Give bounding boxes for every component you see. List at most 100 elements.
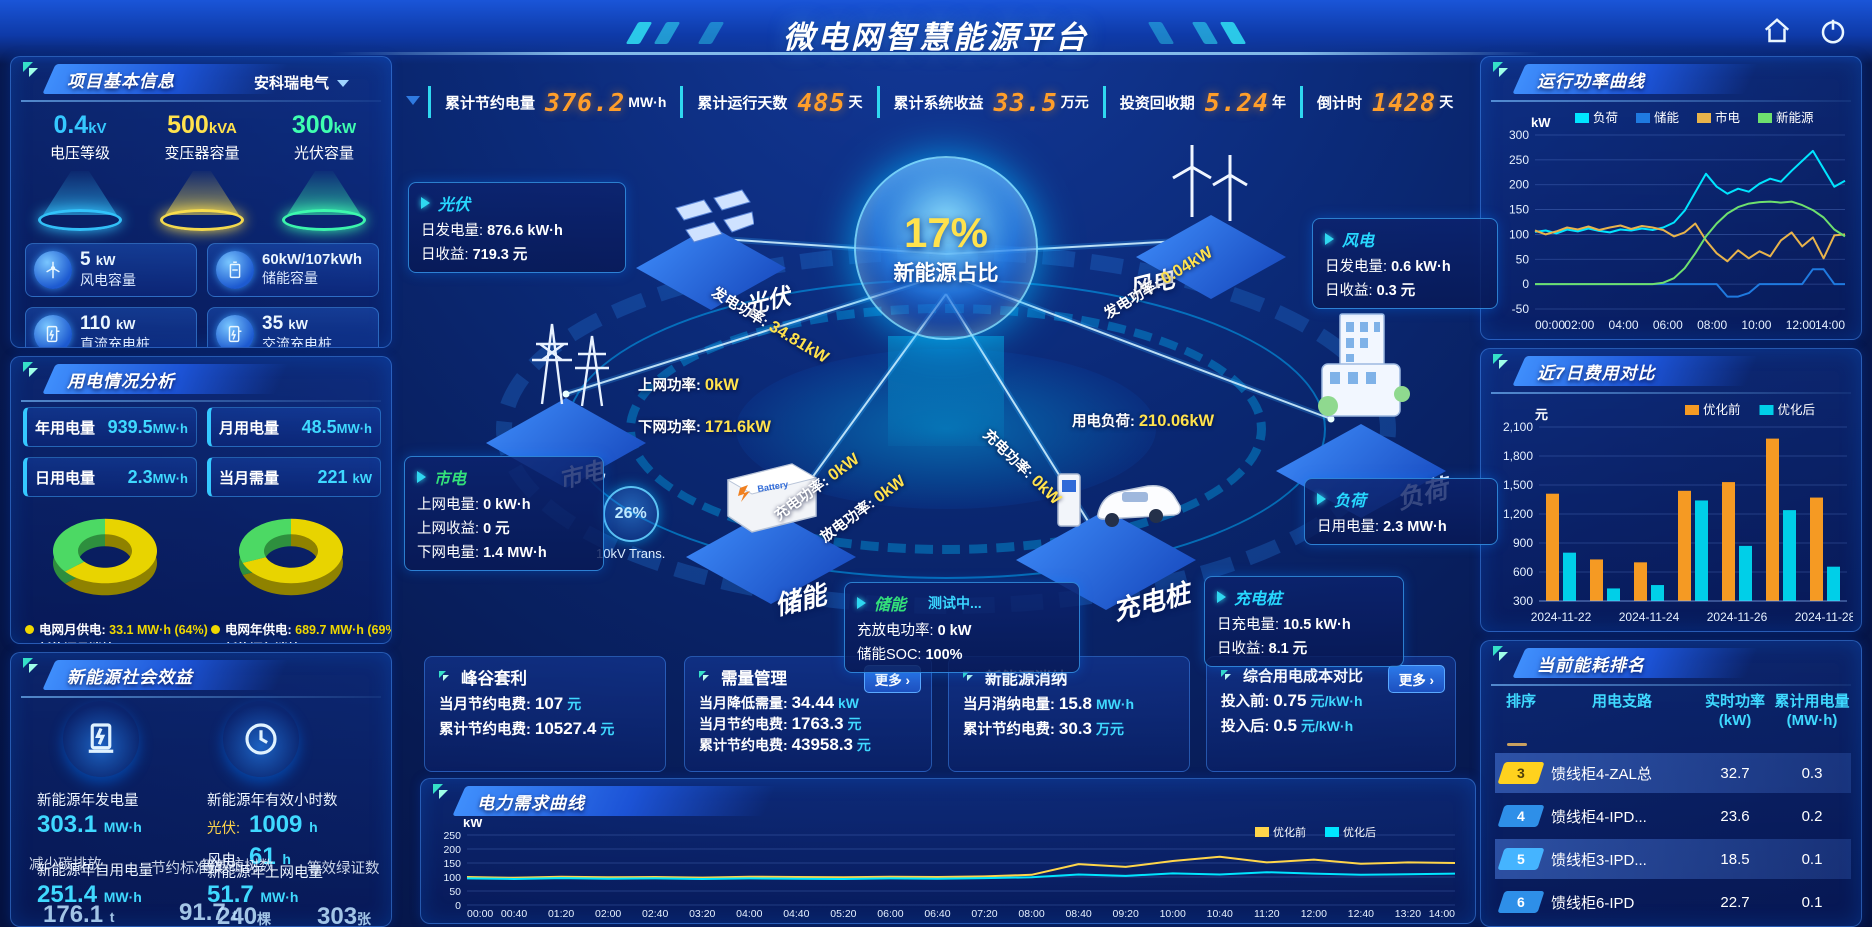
corner-icon <box>699 670 713 684</box>
transformer-label: 10kV Trans. <box>596 546 666 561</box>
legend-item-市电[interactable]: 市电 <box>1697 110 1741 125</box>
kpi-transformer-capacity: 500kVA 变压器容量 <box>147 111 257 239</box>
svg-text:01:20: 01:20 <box>548 908 574 920</box>
flow-load-power: 用电负荷: 210.06kW <box>1072 412 1215 430</box>
coal-label: 节约标准煤 <box>151 861 224 877</box>
power-curve-chart: 300 250 200 150 100 50 0 -50 kW 00:00 02:00 04:00 06… <box>1509 110 1846 332</box>
svg-text:03:20: 03:20 <box>689 908 715 920</box>
panel-title: 用电情况分析 <box>67 372 175 391</box>
cone-base <box>38 209 122 231</box>
demand-curve-chart: 250 200 150 100 50 0 kW 00:00 00:40 01:20 02:00 02:… <box>443 815 1455 920</box>
svg-text:50: 50 <box>1516 252 1530 266</box>
svg-text:10:00: 10:00 <box>1160 908 1186 920</box>
legend-grid-month[interactable]: 电网月供电: 33.1 MW·h (64%) <box>25 619 208 638</box>
bar-优化前 <box>1678 490 1691 601</box>
power-icon[interactable] <box>1818 16 1848 46</box>
home-icon[interactable] <box>1762 16 1792 46</box>
flow-to-grid: 上网功率: 0kW <box>638 376 739 394</box>
chevron-down-icon[interactable] <box>337 80 349 87</box>
svg-text:200: 200 <box>1509 178 1529 192</box>
panel-project-info: 项目基本信息 安科瑞电气 0.4kV 电压等级 500kVA 变压器容量 300… <box>10 56 392 348</box>
svg-text:00:00: 00:00 <box>467 908 493 920</box>
card-wind-capacity: 5 kW 风电容量 <box>25 243 197 297</box>
legend-item-新能源[interactable]: 新能源 <box>1758 110 1814 125</box>
legend-item-优化后[interactable]: 优化后 <box>1759 403 1816 417</box>
panel-demand-curve: 电力需求曲线 250 200 150 100 50 0 kW 00:00 00:40 01:20 0… <box>420 778 1476 924</box>
svg-text:12:00: 12:00 <box>1301 908 1327 920</box>
legend-item-优化前[interactable]: 优化前 <box>1685 402 1741 417</box>
bar-优化后 <box>1607 588 1620 601</box>
stat-unit: 天 <box>848 94 863 110</box>
branch-name: 馈线柜4-IPD... <box>1551 808 1647 826</box>
stat-value: 485 <box>797 87 846 117</box>
svg-text:优化后: 优化后 <box>1343 825 1376 839</box>
svg-text:02:00: 02:00 <box>595 908 621 920</box>
power-value: 22.7 <box>1720 893 1750 911</box>
stat-value: 5.24 <box>1204 87 1270 117</box>
legend-grid-year[interactable]: 电网年供电: 689.7 MW·h (69%) <box>211 619 391 638</box>
hours-label: 新能源年有效小时数 <box>207 793 338 809</box>
battery-container-icon: Battery <box>726 463 818 533</box>
svg-text:06:00: 06:00 <box>877 908 903 920</box>
card-dc-charger: 110 kW 直流充电桩 <box>25 307 197 347</box>
svg-text:300: 300 <box>1509 128 1529 142</box>
legend-renew-year[interactable]: 新能源年消纳: 303.8 MW·h (31%) <box>211 638 391 643</box>
legend-item-负荷[interactable]: 负荷 <box>1575 111 1618 125</box>
legend-item-储能[interactable]: 储能 <box>1636 110 1680 125</box>
svg-text:05:20: 05:20 <box>830 908 856 920</box>
legend-item-优化前[interactable]: 优化前 <box>1255 825 1306 839</box>
svg-text:250: 250 <box>443 830 461 842</box>
ranking-header: 排序 用电支路 实时功率 (kW) 累计用电量 (MW·h) <box>1505 693 1850 729</box>
energy-value: 0.3 <box>1801 764 1823 782</box>
legend-item-优化后[interactable]: 优化后 <box>1325 825 1376 839</box>
more-button[interactable]: 更多 › <box>1387 665 1445 693</box>
wind-info-card: 风电 日发电量: 0.6 kW·h 日收益: 0.3 元 <box>1312 218 1498 309</box>
rank-badge: 4 <box>1497 805 1545 827</box>
panel-title: 项目基本信息 <box>67 72 175 91</box>
corner-icon <box>23 62 43 82</box>
donut-slice-电网年供电 <box>242 518 343 584</box>
svg-text:07:20: 07:20 <box>971 908 997 920</box>
svg-text:100: 100 <box>443 872 461 884</box>
svg-text:250: 250 <box>1509 153 1529 167</box>
company-dropdown[interactable]: 安科瑞电气 <box>253 75 329 92</box>
ranking-list[interactable]: 3 馈线柜4-ZAL总 32.7 0.3 4 馈线柜4-IPD... 23.6 … <box>1495 753 1851 923</box>
donut-year-chart <box>238 518 343 596</box>
donut-slice-新能源年消纳 <box>238 518 291 563</box>
trees-label: 等效植树数 <box>201 859 274 875</box>
stat-value: 1428 <box>1372 87 1437 117</box>
app-header: 微电网智慧能源平台 <box>0 0 1872 64</box>
corner-icon <box>23 658 43 678</box>
panel-cost-compare: 近7日费用对比 2,100 1,800 1,500 1,200 900 600 300 元 20… <box>1480 348 1862 632</box>
kpi-voltage-level: 0.4kV 电压等级 <box>25 111 135 239</box>
svg-text:09:20: 09:20 <box>1113 908 1139 920</box>
card-arrow-icon <box>421 197 430 209</box>
svg-text:2,100: 2,100 <box>1503 420 1533 434</box>
svg-text:08:40: 08:40 <box>1065 908 1091 920</box>
svg-text:1,800: 1,800 <box>1503 449 1533 463</box>
card-arrow-icon <box>1217 591 1226 603</box>
carbon-label: 减少碳排放 <box>29 857 102 873</box>
card-arrow-icon <box>417 471 426 483</box>
load-info-card: 负荷 日用电量: 2.3 MW·h <box>1304 478 1498 545</box>
stat-unit: 年 <box>1272 94 1287 110</box>
svg-text:11:20: 11:20 <box>1254 908 1280 920</box>
ac-charger-icon <box>216 315 254 347</box>
chevron-down-icon[interactable] <box>406 96 420 105</box>
wind-hours-value: 61 h <box>249 843 291 870</box>
renewable-share-label: 新能源占比 <box>893 262 999 285</box>
wind-turbine-icon <box>1172 145 1248 221</box>
pv-hours-value: 1009 h <box>249 811 318 838</box>
svg-text:200: 200 <box>443 844 461 856</box>
svg-text:04:00: 04:00 <box>1609 318 1639 332</box>
charger-info-card: 充电桩 日充电量: 10.5 kW·h 日收益: 8.1 元 <box>1204 576 1404 667</box>
ev-charger-icon <box>1057 473 1182 527</box>
svg-text:kW: kW <box>463 819 483 830</box>
metric-month-demand: 当月需量 221 kW <box>207 457 381 497</box>
page-title: 微电网智慧能源平台 <box>783 20 1089 55</box>
table-row: 6 馈线柜6-IPD 22.7 0.1 <box>1495 882 1851 922</box>
battery-icon <box>216 251 254 289</box>
stat-saved-energy: 累计节约电量 376.2 MW·h <box>428 86 680 118</box>
svg-text:00:00: 00:00 <box>1535 318 1565 332</box>
legend-renew-month[interactable]: 新能源月消纳: 19 MW·h (36%) <box>25 638 210 643</box>
